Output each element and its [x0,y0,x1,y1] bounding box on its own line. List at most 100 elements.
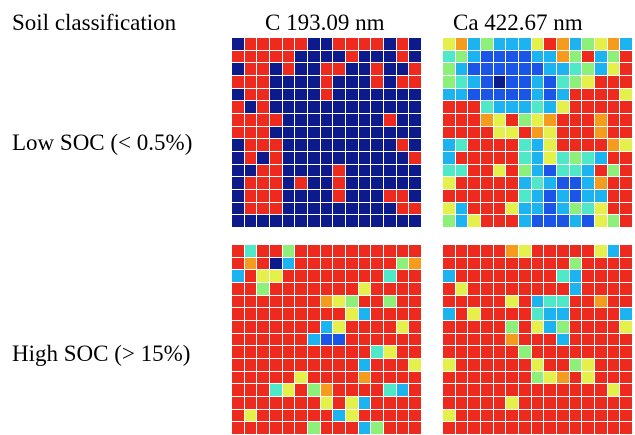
map-cell [569,245,582,257]
map-cell [396,63,409,75]
map-cell [371,397,383,409]
map-cell [607,164,620,177]
map-cell [244,409,257,422]
map-cell [384,164,396,177]
map-cell [443,215,455,227]
map-cell [232,202,244,215]
map-cell [257,359,269,371]
map-cell [506,139,518,151]
map-cell [409,88,421,101]
map-cell [270,164,282,177]
map-cell [595,422,607,434]
map-cell [232,397,244,409]
map-cell [582,50,594,63]
map-cell [295,245,307,257]
map-cell [481,139,493,151]
map-cell [295,295,307,308]
map-cell [396,295,409,308]
map-cell [468,139,480,151]
map-cell [409,190,421,202]
map-cell [244,333,257,346]
map-cell [232,333,244,346]
map-cell [443,409,455,422]
map-cell [282,139,295,151]
map-cell [582,215,594,227]
map-cell [544,190,556,202]
map-cell [358,114,371,126]
map-cell [582,245,594,257]
map-cell [468,308,480,320]
map-cell [346,101,358,113]
map-cell [443,245,455,257]
map-cell [557,409,569,422]
map-cell [396,346,409,358]
map-high-soc-ca [443,245,632,434]
map-cell [607,215,620,227]
map-cell [282,321,295,333]
map-cell [468,152,480,164]
map-cell [384,177,396,189]
map-cell [282,245,295,257]
map-cell [557,257,569,270]
map-cell [371,202,383,215]
map-cell [443,50,455,63]
map-cell [409,139,421,151]
map-cell [595,177,607,189]
map-cell [257,422,269,434]
map-cell [582,88,594,101]
map-cell [232,139,244,151]
map-cell [468,283,480,295]
map-cell [506,101,518,113]
map-cell [257,283,269,295]
map-cell [557,308,569,320]
map-cell [569,114,582,126]
map-cell [333,152,345,164]
map-cell [270,257,282,270]
map-cell [607,359,620,371]
map-cell [531,139,544,151]
map-cell [455,397,468,409]
map-cell [569,215,582,227]
map-cell [384,270,396,282]
map-cell [396,50,409,63]
map-cell [257,371,269,384]
map-cell [607,409,620,422]
map-cell [396,409,409,422]
map-cell [481,245,493,257]
map-cell [270,101,282,113]
map-cell [607,101,620,113]
map-cell [443,152,455,164]
map-cell [320,321,333,333]
map-low-soc-ca [443,38,632,227]
map-cell [270,190,282,202]
map-cell [295,50,307,63]
map-cell [481,177,493,189]
map-cell [569,409,582,422]
map-cell [308,346,320,358]
map-cell [607,321,620,333]
map-cell [346,397,358,409]
map-cell [333,139,345,151]
map-cell [320,384,333,396]
map-cell [557,63,569,75]
map-cell [607,126,620,139]
map-cell [371,321,383,333]
map-cell [409,333,421,346]
map-low-soc-c [232,38,421,227]
map-cell [384,359,396,371]
map-cell [557,177,569,189]
map-cell [371,88,383,101]
map-cell [607,422,620,434]
map-cell [244,202,257,215]
map-cell [371,63,383,75]
map-cell [519,359,531,371]
map-cell [595,38,607,50]
map-cell [270,384,282,396]
map-cell [320,63,333,75]
map-cell [333,126,345,139]
map-cell [270,346,282,358]
map-cell [308,190,320,202]
map-cell [582,333,594,346]
map-cell [569,126,582,139]
map-cell [358,50,371,63]
